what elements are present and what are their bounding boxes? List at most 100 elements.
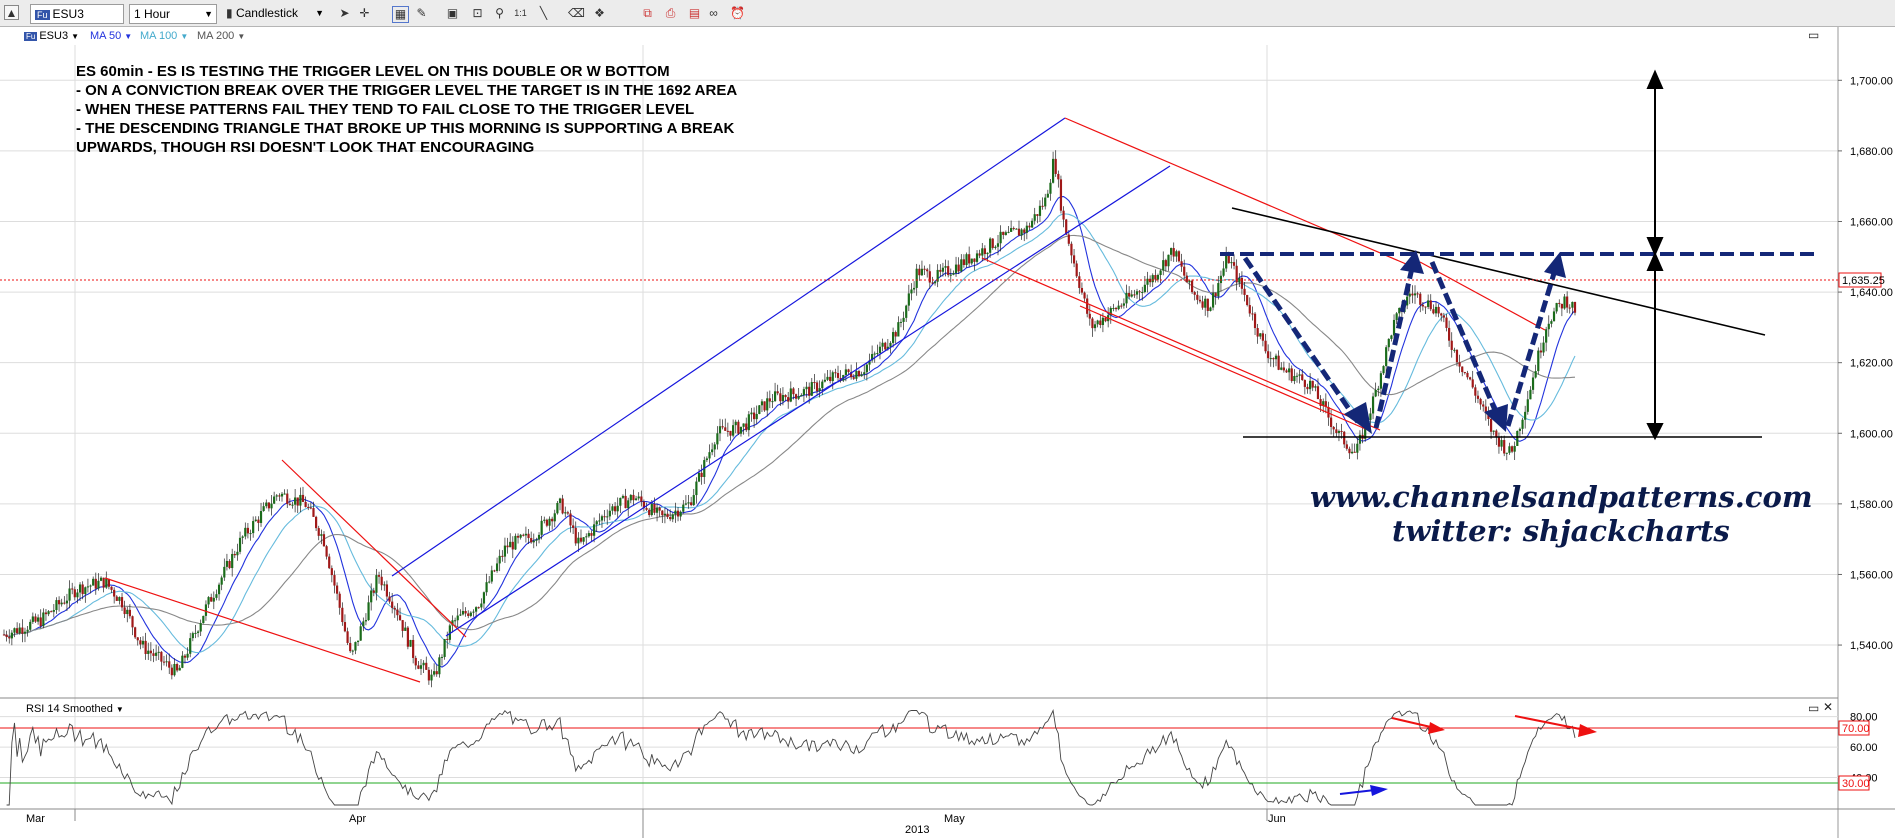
candle-body	[543, 519, 546, 521]
grid-icon[interactable]: ▦	[392, 6, 409, 23]
link-icon[interactable]: ∞	[709, 6, 718, 20]
candle-body	[716, 433, 719, 445]
candle-body	[551, 518, 554, 522]
crosshair-icon[interactable]: ✛	[359, 6, 370, 20]
rsi-title[interactable]: RSI 14 Smoothed ▼	[26, 703, 124, 715]
candle-body	[1474, 387, 1477, 396]
candle-body	[215, 594, 218, 598]
symbol-input[interactable]: Fu ESU3	[30, 4, 124, 24]
candle-body	[721, 426, 724, 428]
candle-body	[658, 507, 661, 511]
maximize-icon[interactable]: ▭	[1808, 28, 1820, 42]
candle-body	[1230, 262, 1233, 264]
up-arrow-icon[interactable]: ▲	[4, 5, 19, 20]
candle-body	[1274, 355, 1278, 360]
candle-body	[464, 610, 467, 614]
close-rsi-icon[interactable]: ✕	[1823, 700, 1834, 714]
rsi-70-label: 70.00	[1842, 723, 1870, 735]
candle-body	[1303, 380, 1306, 387]
candle-body	[1217, 283, 1220, 297]
candle-body	[1463, 372, 1466, 374]
candle-body	[1416, 293, 1419, 295]
candle-body	[1193, 292, 1196, 295]
candle-body	[147, 650, 150, 654]
candle-body	[1295, 375, 1299, 377]
candle-body	[1222, 268, 1225, 276]
pen-icon[interactable]: ✎	[416, 6, 427, 20]
futures-badge-icon: Fu	[35, 10, 50, 20]
chart-style-select[interactable]: ▮ Candlestick ▼	[226, 6, 324, 20]
candle-body	[422, 662, 425, 666]
candle-body	[141, 640, 145, 645]
candle-body	[902, 317, 905, 322]
annotation-line-5: UPWARDS, THOUGH RSI DOESN'T LOOK THAT EN…	[76, 139, 535, 156]
candle-body	[509, 541, 512, 548]
candle-body	[598, 520, 601, 522]
layers-icon[interactable]: ❖	[594, 6, 605, 20]
candle-body	[920, 268, 924, 276]
candle-body	[351, 650, 354, 652]
month-label: Apr	[349, 813, 366, 825]
candle-body	[648, 509, 651, 516]
candle-body	[1492, 430, 1495, 432]
candle-body	[412, 639, 415, 658]
series-ma200[interactable]: MA 200 ▼	[197, 30, 246, 42]
candle-body	[1555, 302, 1558, 312]
candle-body	[1243, 288, 1246, 295]
candle-body	[16, 628, 19, 634]
candle-body	[488, 581, 491, 583]
maximize-rsi-icon[interactable]: ▭	[1808, 701, 1820, 715]
candle-body	[131, 616, 134, 628]
print-icon[interactable]: ⎙	[665, 6, 676, 20]
copy-red-icon[interactable]: ▤	[688, 6, 701, 20]
series-ma50[interactable]: MA 50 ▼	[90, 30, 133, 42]
candle-body	[1020, 229, 1023, 236]
candle-body	[776, 391, 779, 394]
alert-icon[interactable]: ⏰	[730, 6, 745, 20]
zoom-fit-icon[interactable]: ⊡	[472, 6, 483, 20]
candle-body	[655, 507, 659, 513]
candle-body	[1033, 214, 1036, 221]
candle-body	[1568, 307, 1571, 309]
candles	[2, 150, 1577, 688]
zoom-icon[interactable]: ⚲	[495, 6, 504, 20]
text-icon[interactable]: ▣	[446, 6, 459, 20]
candle-body	[1398, 307, 1401, 314]
candle-body	[110, 586, 113, 590]
candle-body	[1219, 275, 1223, 284]
candle-body	[1382, 366, 1385, 374]
candle-body	[674, 510, 677, 515]
candle-body	[758, 405, 761, 414]
candle-body	[1387, 338, 1390, 348]
candle-body	[288, 503, 291, 505]
candle-body	[55, 600, 58, 611]
eraser-icon[interactable]: ⌫	[568, 6, 585, 20]
candle-body	[364, 620, 368, 622]
interval-select[interactable]: 1 Hour ▼	[129, 4, 217, 24]
candle-body	[380, 576, 383, 586]
series-ma100[interactable]: MA 100 ▼	[140, 30, 189, 42]
cursor-icon[interactable]: ➤	[339, 6, 350, 20]
w-leg-1	[1242, 256, 1363, 427]
candle-body	[973, 258, 976, 262]
copy-icon[interactable]: ⧉	[643, 6, 652, 20]
candle-body	[923, 268, 926, 270]
candle-body	[1301, 374, 1304, 381]
candle-body	[252, 521, 255, 534]
candle-body	[1133, 294, 1136, 296]
candle-body	[808, 386, 811, 396]
one-to-one-icon[interactable]: 1:1	[514, 8, 527, 18]
candle-body	[1340, 430, 1343, 432]
line-icon[interactable]: ╲	[539, 6, 548, 20]
candle-body	[739, 426, 743, 434]
series-symbol[interactable]: Fu ESU3 ▼	[24, 30, 80, 42]
candle-body	[1571, 301, 1574, 308]
candle-body	[1385, 347, 1388, 367]
candle-body	[569, 513, 572, 526]
candle-body	[183, 655, 187, 658]
annotation-line-4: - THE DESCENDING TRIANGLE THAT BROKE UP …	[76, 120, 735, 137]
month-label: Jun	[1268, 813, 1286, 825]
candle-body	[621, 495, 625, 498]
candle-body	[1479, 398, 1482, 405]
